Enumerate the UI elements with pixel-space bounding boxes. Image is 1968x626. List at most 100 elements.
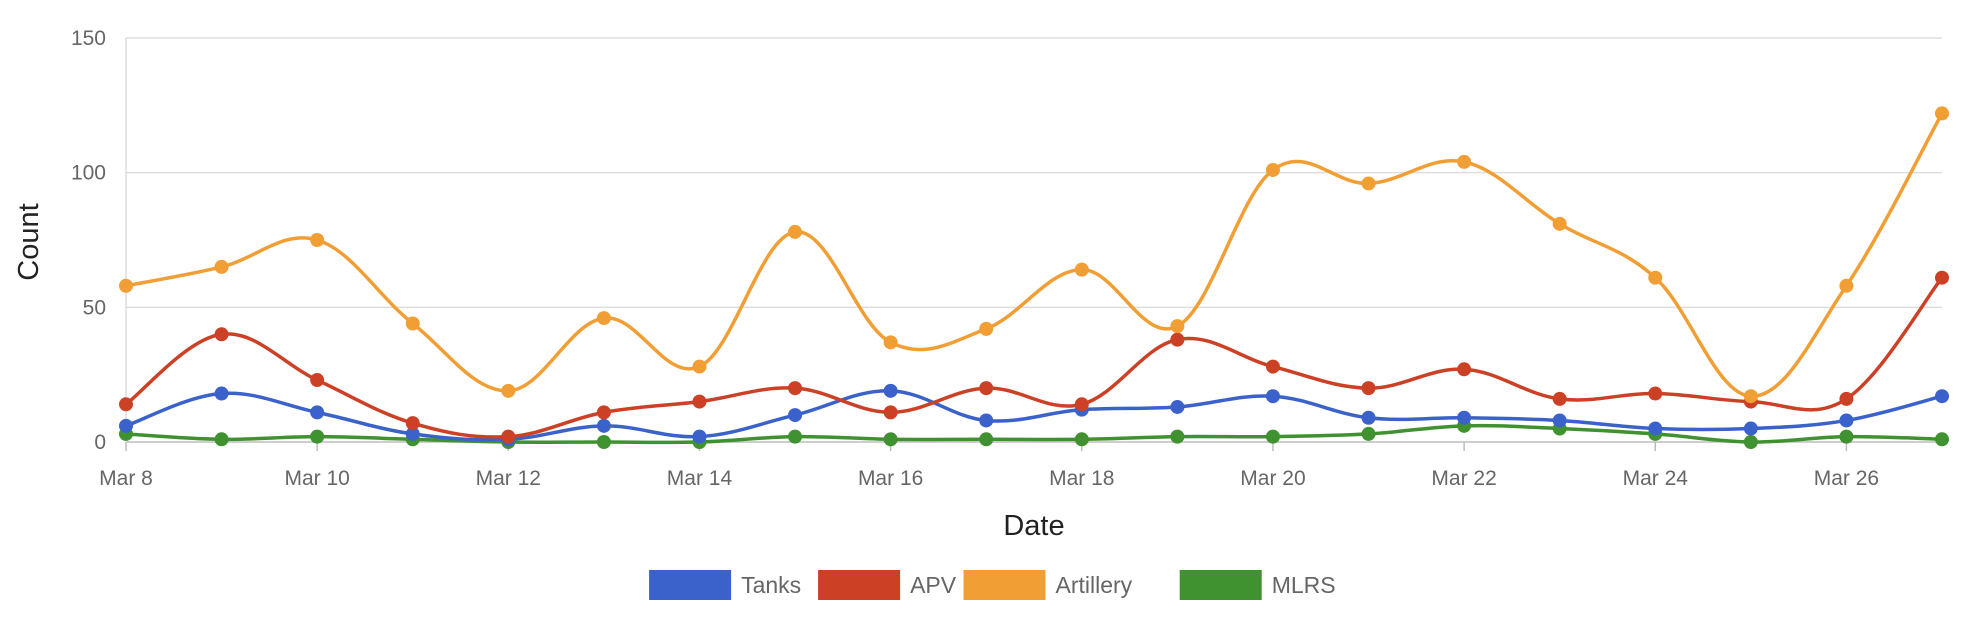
data-point-mlrs[interactable] [214,432,229,447]
data-point-artillery[interactable] [1170,319,1185,334]
data-point-apv[interactable] [1935,270,1949,285]
data-point-tanks[interactable] [1265,389,1280,404]
series-line-apv [124,275,1944,439]
data-points [119,106,1949,449]
data-point-mlrs[interactable] [1743,435,1758,449]
legend-item-tanks[interactable]: Tanks [649,570,801,600]
data-point-apv[interactable] [501,429,516,444]
x-tick-label: Mar 22 [1431,467,1496,490]
legend-item-mlrs[interactable]: MLRS [1179,570,1336,600]
data-point-apv[interactable] [1265,359,1280,374]
legend-label-tanks: Tanks [741,572,801,598]
data-point-tanks[interactable] [692,429,707,444]
data-point-mlrs[interactable] [788,429,803,444]
data-point-artillery[interactable] [596,311,611,326]
legend-item-artillery[interactable]: Artillery [963,570,1133,600]
data-point-mlrs[interactable] [883,432,898,447]
series-line-artillery [124,111,1944,398]
x-tick-label: Mar 18 [1049,467,1114,490]
data-point-artillery[interactable] [1074,262,1089,277]
legend-swatch-apv [818,570,901,600]
legend: Tanks APV Artillery MLRS [649,570,1336,600]
x-tick-label: Mar 8 [99,467,153,490]
data-point-apv[interactable] [214,327,229,342]
data-point-tanks[interactable] [883,383,898,398]
data-point-tanks[interactable] [1552,413,1567,428]
data-point-tanks[interactable] [119,418,133,433]
data-point-artillery[interactable] [979,321,994,336]
data-point-tanks[interactable] [1457,410,1472,425]
y-tick-label: 100 [71,162,106,185]
data-point-artillery[interactable] [1457,154,1472,169]
data-point-apv[interactable] [1552,391,1567,406]
data-point-tanks[interactable] [1648,421,1663,436]
data-point-mlrs[interactable] [1074,432,1089,447]
legend-label-apv: APV [910,572,957,598]
data-point-apv[interactable] [1074,397,1089,412]
data-point-mlrs[interactable] [979,432,994,447]
data-point-apv[interactable] [788,381,803,396]
series-lines [124,111,1944,445]
y-axis-title: Count [13,203,45,280]
series-line-mlrs [124,423,1944,445]
data-point-apv[interactable] [310,373,325,388]
data-point-mlrs[interactable] [1361,426,1376,441]
data-point-artillery[interactable] [501,383,516,398]
x-axis-title: Date [1003,510,1064,542]
data-point-artillery[interactable] [1935,106,1949,121]
data-point-tanks[interactable] [1839,413,1854,428]
data-point-apv[interactable] [1648,386,1663,401]
data-point-apv[interactable] [1170,332,1185,347]
data-point-artillery[interactable] [1839,278,1854,293]
data-point-apv[interactable] [979,381,994,396]
data-point-artillery[interactable] [310,233,325,247]
data-point-apv[interactable] [883,405,898,420]
data-point-artillery[interactable] [692,359,707,374]
data-point-artillery[interactable] [788,224,803,239]
data-point-apv[interactable] [596,405,611,420]
data-point-artillery[interactable] [883,335,898,350]
legend-item-apv[interactable]: APV [818,570,957,600]
y-tick-label: 0 [94,431,106,454]
data-point-mlrs[interactable] [596,435,611,449]
data-point-tanks[interactable] [1361,410,1376,425]
data-point-artillery[interactable] [214,259,229,274]
data-point-mlrs[interactable] [1935,432,1949,447]
data-point-artillery[interactable] [1648,270,1663,285]
data-point-apv[interactable] [405,416,420,431]
data-point-artillery[interactable] [119,278,133,293]
axes: 0 50 100 150 Mar 8 Mar 10 Mar 12 Mar 14 Mar 16 Ma… [71,27,1879,490]
legend-swatch-tanks [649,570,732,600]
data-point-tanks[interactable] [596,418,611,433]
legend-label-artillery: Artillery [1056,572,1133,598]
data-point-artillery[interactable] [1361,176,1376,191]
data-point-artillery[interactable] [1265,162,1280,177]
data-point-tanks[interactable] [788,408,803,423]
data-point-mlrs[interactable] [1170,429,1185,444]
data-point-apv[interactable] [692,394,707,409]
data-point-artillery[interactable] [405,316,420,331]
data-point-tanks[interactable] [1170,399,1185,414]
data-point-tanks[interactable] [979,413,994,428]
legend-label-mlrs: MLRS [1272,572,1336,598]
data-point-tanks[interactable] [1935,389,1949,404]
x-tick-label: Mar 24 [1623,467,1689,490]
legend-swatch-artillery [963,570,1046,600]
x-tick-label: Mar 12 [476,467,541,490]
data-point-apv[interactable] [1457,362,1472,377]
data-point-artillery[interactable] [1743,389,1758,404]
data-point-mlrs[interactable] [1265,429,1280,444]
data-point-tanks[interactable] [310,405,325,420]
data-point-mlrs[interactable] [1839,429,1854,444]
legend-swatch-mlrs [1179,570,1262,600]
data-point-tanks[interactable] [214,386,229,401]
x-tick-label: Mar 14 [667,467,733,490]
data-point-tanks[interactable] [405,426,420,441]
data-point-tanks[interactable] [1743,421,1758,436]
data-point-artillery[interactable] [1552,216,1567,231]
data-point-apv[interactable] [1839,391,1854,406]
data-point-apv[interactable] [119,397,133,412]
data-point-mlrs[interactable] [310,429,325,444]
data-point-apv[interactable] [1361,381,1376,396]
